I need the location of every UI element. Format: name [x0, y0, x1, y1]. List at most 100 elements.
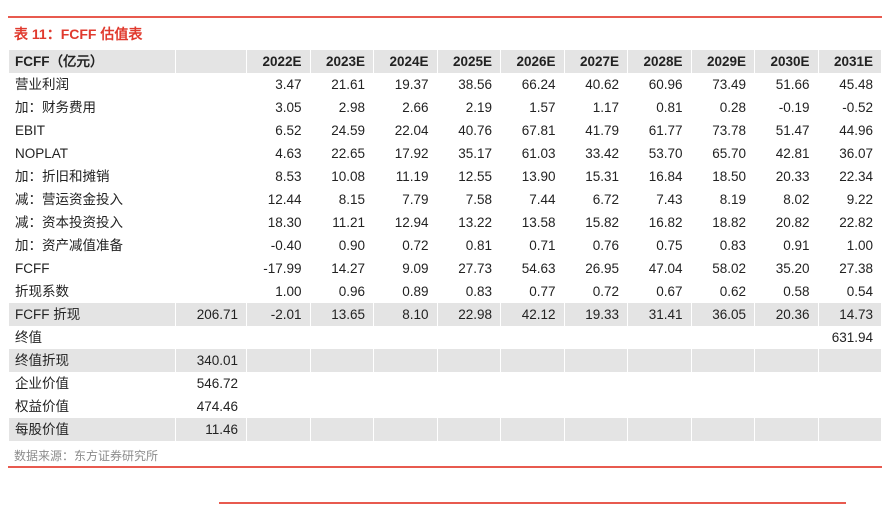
row-total-value	[176, 234, 246, 257]
top-divider-line	[8, 16, 882, 18]
row-year-value: 13.58	[521, 215, 556, 230]
row-year-value: 22.65	[331, 146, 365, 161]
column-header-year: 2025E	[437, 50, 500, 73]
row-year-value: 18.82	[712, 215, 746, 230]
row-year-value: 0.83	[719, 238, 746, 253]
row-year-value: 40.76	[458, 123, 492, 138]
row-year-value: 0.62	[719, 284, 746, 299]
row-total-value: 546.72	[196, 376, 238, 391]
row-label: NOPLAT	[15, 146, 69, 161]
row-year-value	[819, 395, 882, 418]
row-year-value: 61.77	[648, 123, 683, 138]
row-year-value	[818, 349, 881, 372]
row-year-value: 1.00	[846, 238, 873, 253]
row-year-value: 47.04	[648, 261, 683, 276]
row-year-value	[374, 395, 437, 418]
row-year-value: 8.10	[374, 303, 437, 326]
row-year-value	[692, 395, 755, 418]
row-year-value: 17.92	[394, 146, 429, 161]
row-year-value: 53.70	[648, 146, 683, 161]
row-year-value: 631.94	[831, 330, 873, 345]
row-year-value	[565, 326, 628, 349]
table-row: 折现系数 1.00 0.96 0.89 0.83 0.77 0.72 0.67 0.62 0.58…	[9, 280, 881, 303]
row-year-value: 0.67	[656, 284, 683, 299]
row-year-value: 27.73	[458, 261, 492, 276]
row-year-value: 45.48	[839, 77, 873, 92]
table-body: 营业利润 3.47 21.61 19.37 38.56 66.24 40.62 60.96 73…	[9, 73, 881, 441]
row-label: FCFF	[15, 261, 50, 276]
row-year-value: 42.12	[501, 303, 564, 326]
row-year-value: 6.52	[275, 123, 302, 138]
row-label: 折现系数	[15, 284, 69, 299]
row-year-value: 19.37	[394, 77, 429, 92]
row-year-value: 0.77	[529, 284, 556, 299]
row-year-value: 0.81	[656, 100, 683, 115]
row-year-value: 36.05	[691, 303, 754, 326]
row-year-value	[310, 418, 373, 441]
row-total-value: 340.01	[176, 349, 246, 372]
row-year-value: 6.72	[592, 192, 619, 207]
row-total-value	[176, 165, 246, 188]
table-row: 终值折现 340.01	[9, 349, 881, 372]
row-year-value	[374, 326, 437, 349]
row-year-value	[565, 372, 628, 395]
row-year-value	[311, 395, 374, 418]
column-header-year: 2024E	[374, 50, 437, 73]
table-row: 每股价值 11.46	[9, 418, 881, 441]
row-year-value	[501, 326, 564, 349]
row-year-value	[628, 395, 691, 418]
fcff-valuation-table: FCFF（亿元） 2022E 2023E 2024E 2025E 2026E 2027E 20…	[8, 50, 882, 441]
row-year-value: 0.71	[529, 238, 556, 253]
row-year-value: 36.07	[839, 146, 873, 161]
row-label: 终值	[15, 330, 42, 345]
header-row: FCFF（亿元） 2022E 2023E 2024E 2025E 2026E 2027E 20…	[9, 50, 881, 73]
row-year-value	[501, 372, 564, 395]
row-year-value: 0.58	[783, 284, 810, 299]
row-year-value: 0.83	[465, 284, 492, 299]
source-note: 数据来源：东方证券研究所	[14, 449, 159, 463]
row-year-value: 8.19	[719, 192, 746, 207]
row-year-value: 13.65	[310, 303, 373, 326]
column-header-year: 2026E	[501, 50, 564, 73]
row-year-value: 11.21	[332, 215, 365, 230]
row-year-value: -0.19	[778, 100, 810, 115]
table-row: 加：财务费用 3.05 2.98 2.66 2.19 1.57 1.17 0.81 0.28 -0…	[9, 96, 881, 119]
row-year-value: 2.66	[402, 100, 429, 115]
row-year-value	[628, 349, 691, 372]
row-year-value: 1.17	[592, 100, 619, 115]
row-year-value: 1.57	[529, 100, 556, 115]
row-year-value: 0.89	[402, 284, 429, 299]
row-year-value	[628, 326, 691, 349]
row-label: 终值折现	[9, 349, 175, 372]
row-total-value: 11.46	[176, 418, 246, 441]
table-title: 表 11：FCFF 估值表	[14, 26, 143, 42]
row-year-value: 10.08	[331, 169, 365, 184]
row-year-value	[565, 395, 628, 418]
row-year-value	[692, 326, 755, 349]
row-label: 减：营运资金投入	[15, 192, 123, 207]
row-year-value: 22.82	[839, 215, 873, 230]
row-year-value: 44.96	[839, 123, 873, 138]
table-header: FCFF（亿元） 2022E 2023E 2024E 2025E 2026E 2027E 20…	[9, 50, 881, 73]
row-year-value: 22.34	[839, 169, 873, 184]
table-row: 加：折旧和摊销 8.53 10.08 11.19 12.55 13.90 15.31 16.8…	[9, 165, 881, 188]
row-year-value: 7.79	[402, 192, 429, 207]
row-year-value: -17.99	[263, 261, 302, 276]
row-year-value	[374, 349, 437, 372]
row-year-value: 13.90	[521, 169, 556, 184]
table-row: FCFF -17.99 14.27 9.09 27.73 54.63 26.95 47.04 5…	[9, 257, 881, 280]
table-row: 终值 631.94	[9, 326, 881, 349]
row-year-value	[247, 418, 310, 441]
row-total-value: 474.46	[196, 399, 238, 414]
row-year-value	[691, 349, 754, 372]
row-year-value: 4.63	[275, 146, 302, 161]
row-year-value	[247, 349, 310, 372]
row-year-value	[438, 326, 501, 349]
row-year-value: 12.44	[267, 192, 302, 207]
row-year-value	[692, 372, 755, 395]
row-year-value	[755, 349, 818, 372]
row-year-value: 11.19	[395, 169, 429, 184]
row-year-value	[564, 418, 627, 441]
row-year-value	[438, 395, 501, 418]
row-label: 企业价值	[15, 376, 69, 391]
